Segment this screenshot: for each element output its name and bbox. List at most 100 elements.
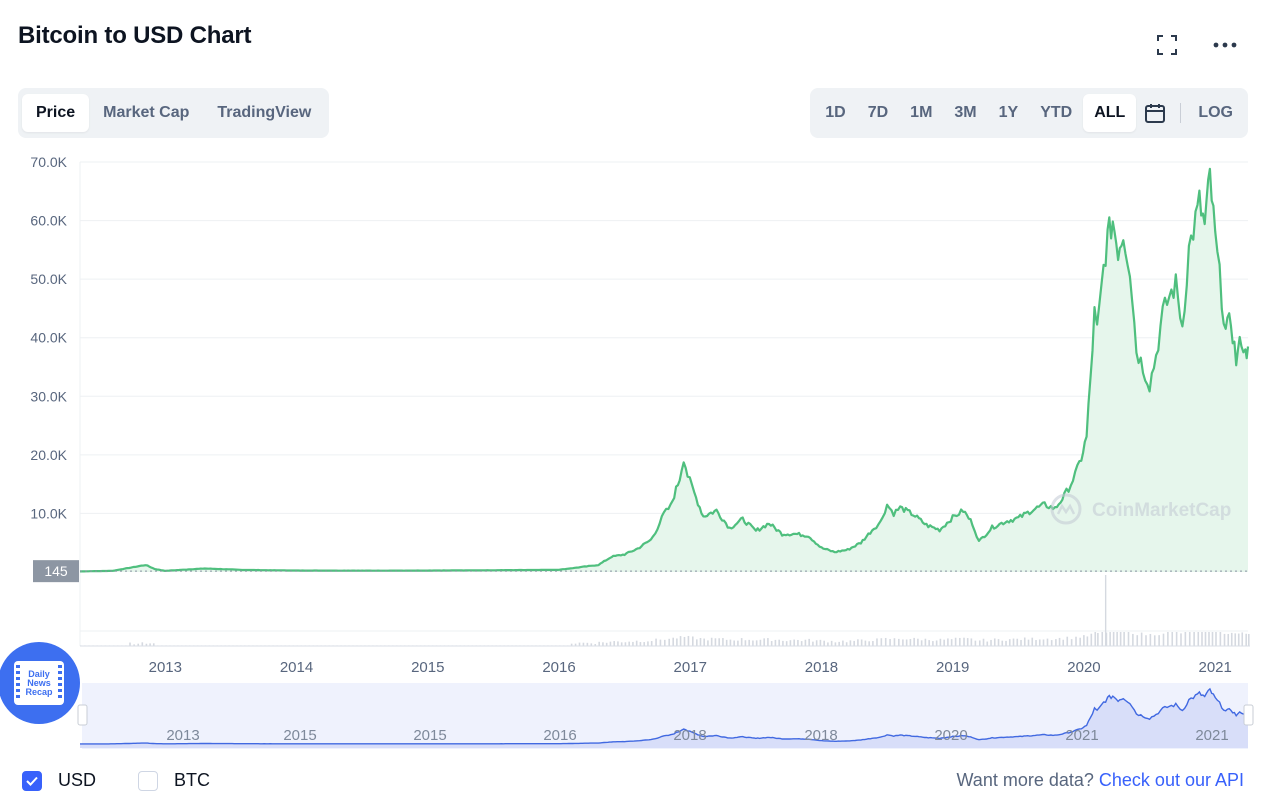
volume-bar <box>1112 632 1115 646</box>
volume-bar <box>1094 632 1097 646</box>
volume-bar <box>1153 635 1156 646</box>
x-axis-labels: 2013 2014 2015 2016 2017 2018 2019 2020 2021 <box>149 659 1232 676</box>
volume-bar <box>943 639 945 646</box>
range-1d[interactable]: 1D <box>825 104 846 121</box>
volume-bar <box>1127 632 1130 646</box>
volume-bar <box>755 640 758 646</box>
volume-bar <box>808 638 810 646</box>
volume-bar <box>628 641 630 646</box>
range-7d[interactable]: 7D <box>867 104 889 121</box>
volume-bar <box>939 638 942 646</box>
range-divider <box>1180 103 1182 123</box>
volume-bar <box>893 638 896 646</box>
volume-bar <box>978 640 981 646</box>
volume-bar <box>966 638 969 646</box>
range-all[interactable]: ALL <box>1083 94 1137 132</box>
usd-checkbox[interactable]: USD <box>22 770 96 791</box>
x-tick-label: 2021 <box>1199 659 1232 676</box>
tab-market-cap[interactable]: Market Cap <box>103 104 190 121</box>
volume-bar <box>1208 632 1210 646</box>
volume-bar <box>1167 632 1169 646</box>
y-tick-label: 20.0K <box>30 447 67 463</box>
log-toggle[interactable]: LOG <box>1198 104 1233 121</box>
volume-bar <box>149 643 151 646</box>
volume-bar <box>1001 640 1004 646</box>
volume-bar <box>797 639 799 646</box>
volume-bar <box>950 639 953 646</box>
volume-bar <box>1188 632 1191 646</box>
current-price-tag: 145 <box>33 560 79 583</box>
api-link[interactable]: Check out our API <box>1098 770 1244 790</box>
current-price-label: 145 <box>44 563 68 579</box>
volume-bar <box>1023 637 1026 646</box>
volume-bar <box>834 642 837 646</box>
calendar-icon[interactable] <box>1136 94 1174 132</box>
volume-bar <box>672 637 674 646</box>
navigator-tick-label: 2021 <box>1065 727 1098 744</box>
volume-bar <box>954 637 957 646</box>
chart-footer: USD BTC Want more data? Check out our AP… <box>0 760 1280 800</box>
volume-bar <box>1204 632 1207 646</box>
volume-bar <box>1140 632 1143 646</box>
volume-bar <box>1105 632 1108 646</box>
y-tick-label: 60.0K <box>30 213 67 229</box>
expand-icon[interactable] <box>1152 30 1182 60</box>
volume-bar <box>609 641 612 646</box>
volume-bar <box>1046 638 1049 646</box>
volume-bar <box>613 641 615 646</box>
volume-bar <box>650 641 653 646</box>
range-1y[interactable]: 1Y <box>998 104 1019 121</box>
volume-bar <box>710 637 713 646</box>
range-ytd[interactable]: YTD <box>1040 104 1073 121</box>
view-tabs: Price Market Cap TradingView <box>18 88 330 138</box>
more-data-text: Want more data? Check out our API <box>956 770 1244 791</box>
volume-bar <box>1055 639 1057 646</box>
tab-tradingview[interactable]: TradingView <box>217 104 312 121</box>
volume-bar <box>1101 632 1104 646</box>
range-1m[interactable]: 1M <box>910 104 933 121</box>
volume-bar <box>993 638 996 646</box>
volume-bar <box>1158 635 1160 646</box>
volume-bar <box>986 641 989 646</box>
volume-bar <box>1245 633 1247 646</box>
volume-bar <box>570 643 573 646</box>
volume-bar <box>1123 632 1125 646</box>
volume-bar <box>812 641 814 646</box>
more-horizontal-icon[interactable] <box>1210 30 1240 60</box>
btc-checkbox[interactable]: BTC <box>138 770 210 791</box>
volume-bar <box>1237 633 1240 646</box>
volume-bar <box>725 639 728 646</box>
navigator-tick-label: 2016 <box>543 727 576 744</box>
volume-bar <box>703 638 705 646</box>
volume-bar <box>602 642 604 646</box>
volume-bar <box>959 637 961 646</box>
volume-bar <box>699 638 702 646</box>
volume-bar <box>1241 632 1244 646</box>
volume-bar <box>598 641 600 646</box>
volume-bar <box>1197 632 1200 646</box>
volume-bar <box>842 640 844 646</box>
current-price-tag-box <box>33 560 79 583</box>
volume-bar <box>687 635 690 646</box>
check-icon <box>22 770 42 791</box>
volume-bar <box>1079 637 1081 646</box>
volume-bar <box>1219 632 1222 646</box>
volume-bar <box>141 642 144 646</box>
range-3m[interactable]: 3M <box>954 104 977 121</box>
volume-bar <box>1042 639 1045 646</box>
volume-bar <box>659 639 662 646</box>
volume-bar <box>129 642 131 646</box>
daily-news-recap-badge[interactable]: Daily News Recap <box>0 642 80 724</box>
y-tick-label: 30.0K <box>30 388 67 404</box>
checkbox-empty-icon <box>138 770 158 791</box>
volume-bar <box>733 640 735 646</box>
volume-bar <box>582 642 585 646</box>
volume-bar <box>1116 632 1118 646</box>
volume-bar <box>898 638 900 646</box>
volume-bar <box>823 640 825 646</box>
tab-price[interactable]: Price <box>22 94 90 132</box>
volume-bar <box>974 640 977 646</box>
volume-bar <box>913 637 915 646</box>
volume-bar <box>617 641 619 646</box>
